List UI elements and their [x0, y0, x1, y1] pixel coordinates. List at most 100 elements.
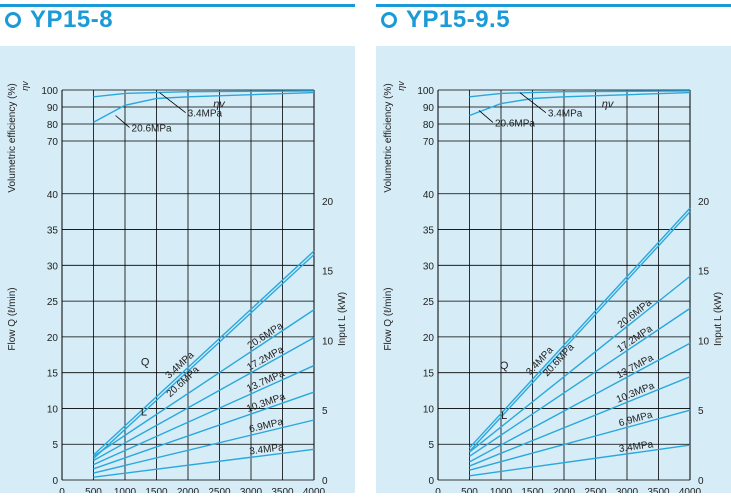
efficiency-label: 20.6MPa: [132, 124, 172, 135]
chart-title: YP15-9.5: [406, 6, 511, 33]
plot-background: [0, 46, 355, 493]
x-tick-label: 1000: [490, 487, 513, 493]
power-line: [93, 364, 315, 466]
power-tick-label: 10: [698, 336, 710, 347]
power-line: [93, 419, 315, 474]
x-tick-label: 4000: [303, 487, 326, 493]
flow-tick-label: 25: [423, 297, 435, 308]
eta-axis-symbol: ηv: [20, 81, 30, 91]
flow-curve-label: Q: [500, 360, 509, 372]
flow-tick-label: 15: [47, 369, 59, 380]
x-tick-label: 500: [85, 487, 102, 493]
flow-tick-label: 10: [47, 404, 59, 415]
title-rule: [376, 4, 731, 7]
flow-axis-title: Flow Q (ℓ/min): [7, 287, 18, 350]
power-axis-title: Input L (kW): [713, 292, 724, 346]
flow-curve-label: Q: [141, 357, 150, 369]
power-line: [469, 342, 691, 463]
power-series-label: 13.7MPa: [615, 352, 656, 381]
power-tick-label: 5: [322, 406, 328, 417]
leader-line: [519, 92, 547, 114]
flow-tick-label: 40: [47, 190, 59, 201]
leader-line: [478, 110, 494, 123]
eta-curve-label: ηv: [213, 99, 226, 111]
flow-tick-label: 40: [423, 190, 435, 201]
chart-panel-yp15-8: YP15-8 0 500 1000 1500 2000 2500 3000 3500 4000 0…: [0, 0, 355, 497]
x-tick-label: 3000: [240, 487, 263, 493]
power-tick-label: 0: [322, 476, 328, 487]
x-tick-label: 3500: [271, 487, 294, 493]
power-line: [469, 307, 691, 457]
flow-line: [468, 211, 691, 452]
power-line: [469, 409, 691, 471]
chart-svg: 0 500 1000 1500 2000 2500 3000 3500 400005101520…: [383, 81, 724, 493]
power-curve-label: L: [501, 410, 507, 422]
power-curve-label: L: [141, 407, 147, 419]
leader-line: [159, 92, 186, 114]
power-line: [93, 309, 315, 457]
x-tick-label: 4000: [679, 487, 702, 493]
eta-axis-symbol: ηv: [396, 81, 406, 91]
x-tick-label: 0: [59, 487, 65, 493]
plot-background: [376, 46, 731, 493]
power-series-label: 3.4MPa: [618, 439, 654, 455]
flow-tick-label: 5: [428, 440, 434, 451]
efficiency-tick-label: 90: [423, 103, 435, 114]
efficiency-tick-label: 70: [423, 137, 435, 148]
power-series-label: 6.9MPa: [248, 416, 285, 435]
x-tick-label: 2500: [584, 487, 607, 493]
efficiency-curve: [469, 90, 691, 98]
power-tick-label: 15: [698, 267, 710, 278]
flow-tick-label: 0: [52, 476, 58, 487]
x-tick-label: 3000: [616, 487, 639, 493]
efficiency-axis-title: Volumetric efficiency (%): [383, 83, 394, 192]
efficiency-curve: [469, 91, 691, 117]
efficiency-label: 3.4MPa: [188, 109, 223, 120]
eta-curve-label: ηv: [602, 99, 615, 111]
flow-axis-title: Flow Q (ℓ/min): [383, 287, 394, 350]
x-tick-label: 1500: [145, 487, 168, 493]
power-axis-title: Input L (kW): [337, 292, 348, 346]
x-tick-label: 2000: [553, 487, 576, 493]
power-tick-label: 10: [322, 336, 334, 347]
flow-tick-label: 35: [423, 226, 435, 237]
power-series-label: 6.9MPa: [618, 409, 655, 429]
efficiency-tick-label: 100: [41, 86, 58, 97]
efficiency-tick-label: 80: [423, 120, 435, 131]
power-tick-label: 20: [322, 197, 334, 208]
x-tick-label: 0: [435, 487, 441, 493]
efficiency-curve: [93, 91, 315, 123]
power-tick-label: 15: [322, 267, 334, 278]
flow-tick-label: 5: [52, 440, 58, 451]
x-tick-label: 1000: [114, 487, 137, 493]
power-series-label: 10.3MPa: [615, 380, 657, 405]
x-tick-label: 2500: [208, 487, 231, 493]
flow-line: [93, 250, 315, 456]
title-rule: [0, 4, 355, 7]
efficiency-label: 3.4MPa: [548, 109, 583, 120]
flow-tick-label: 0: [428, 476, 434, 487]
power-series-label: 10.3MPa: [245, 391, 287, 415]
x-tick-label: 500: [461, 487, 478, 493]
power-line: [93, 448, 315, 478]
flow-tick-label: 15: [423, 369, 435, 380]
efficiency-curve: [93, 90, 315, 98]
ring-bullet-icon: [381, 12, 397, 28]
power-line: [469, 275, 691, 453]
chart-panel-yp15-9-5: YP15-9.5 0 500 1000 1500 2000 2500 3000 3500 400…: [376, 0, 731, 497]
chart-svg: 0 500 1000 1500 2000 2500 3000 3500 400005101520…: [7, 81, 348, 493]
power-line: [93, 337, 315, 462]
efficiency-axis-title: Volumetric efficiency (%): [7, 83, 18, 192]
power-series-label: 3.4MPa: [249, 442, 285, 457]
efficiency-tick-label: 100: [417, 86, 434, 97]
power-tick-label: 20: [698, 197, 710, 208]
flow-tick-label: 20: [423, 333, 435, 344]
flow-tick-label: 25: [47, 297, 59, 308]
efficiency-tick-label: 70: [47, 137, 59, 148]
leader-line: [115, 115, 130, 128]
power-tick-label: 5: [698, 406, 704, 417]
power-line: [469, 444, 691, 477]
chart-title: YP15-8: [30, 6, 114, 33]
flow-line: [93, 254, 315, 460]
x-tick-label: 1500: [521, 487, 544, 493]
